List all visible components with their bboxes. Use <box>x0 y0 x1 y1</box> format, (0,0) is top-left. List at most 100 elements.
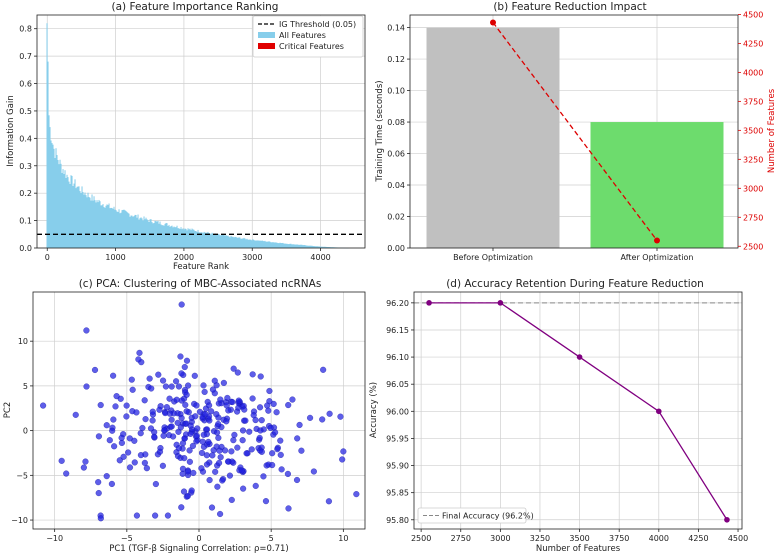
pca-point <box>181 455 188 462</box>
pca-point <box>294 435 301 442</box>
tick-label-y2-b: 2500 <box>743 242 763 251</box>
feature-bar <box>271 242 273 248</box>
feature-bar <box>233 237 235 248</box>
pca-point <box>97 515 104 522</box>
panel-feature-importance: (a) Feature Importance Ranking 0 1000 2000… <box>6 1 366 272</box>
feature-bar <box>140 217 142 248</box>
legend-final-accuracy-label: Final Accuracy (96.2%) <box>442 512 534 521</box>
feature-bar <box>105 205 107 248</box>
pca-point <box>116 457 123 464</box>
pca-point <box>260 473 267 480</box>
feature-bar <box>213 234 215 248</box>
feature-bar <box>223 234 225 248</box>
feature-bar <box>49 127 51 248</box>
pca-point <box>118 434 125 441</box>
pca-point <box>159 462 166 469</box>
pca-point <box>186 458 193 465</box>
chart-title-b: (b) Feature Reduction Impact <box>493 1 646 13</box>
feature-bar <box>287 244 289 248</box>
feature-bar <box>211 232 213 248</box>
pca-point <box>229 398 236 406</box>
feature-bar <box>236 237 238 248</box>
pca-point <box>215 434 222 441</box>
feature-bar <box>220 235 222 248</box>
bars-b <box>426 27 724 249</box>
feature-bar <box>77 186 79 248</box>
feature-bar <box>188 229 190 248</box>
pca-point <box>234 444 241 451</box>
tick-label-y2-b: 4000 <box>743 68 763 77</box>
pca-point <box>214 483 221 490</box>
feature-bar <box>65 177 67 248</box>
feature-bar <box>204 232 206 248</box>
pca-point <box>111 443 118 450</box>
feature-bar <box>53 148 55 248</box>
pca-point <box>168 416 175 423</box>
feature-bar <box>247 239 249 248</box>
pca-point <box>193 438 200 445</box>
feature-bar <box>64 170 66 248</box>
feature-bar <box>285 243 287 248</box>
accuracy-point <box>497 300 504 306</box>
feature-bar <box>128 213 130 248</box>
feature-bar <box>298 244 300 248</box>
pca-point <box>110 416 117 423</box>
pca-point <box>215 421 222 428</box>
feature-bar <box>151 222 153 248</box>
feature-bar <box>198 232 200 248</box>
feature-bar <box>313 246 315 248</box>
pca-point <box>174 419 181 426</box>
accuracy-point <box>724 516 730 523</box>
tick-label-x-a: 0 <box>45 253 50 262</box>
feature-bar <box>307 245 309 248</box>
pca-point <box>103 422 110 429</box>
pca-point <box>95 479 102 486</box>
feature-bar <box>191 228 193 248</box>
pca-point <box>155 371 162 378</box>
feature-bar <box>180 227 182 248</box>
pca-point <box>326 410 333 417</box>
pca-point <box>40 402 47 409</box>
legend-d: Final Accuracy (96.2%) <box>417 507 534 524</box>
feature-bar <box>251 240 253 248</box>
feature-bar <box>89 197 91 248</box>
tick-label-y-a: 0.2 <box>19 189 32 198</box>
pca-point <box>178 504 185 511</box>
pca-point <box>266 387 273 395</box>
pca-point <box>139 424 146 432</box>
tick-label-x-d: 4250 <box>688 534 708 543</box>
feature-bar <box>257 240 259 248</box>
accuracy-line-d <box>426 300 730 523</box>
tick-label-x-a: 2000 <box>174 253 194 262</box>
pca-point <box>200 431 207 438</box>
pca-point <box>240 485 247 492</box>
feature-bar <box>189 228 191 248</box>
pca-point <box>95 490 102 497</box>
feature-bar <box>256 240 258 248</box>
feature-bar <box>118 209 120 248</box>
pca-point <box>123 402 130 409</box>
feature-bar <box>206 232 208 248</box>
feature-bar <box>69 183 71 248</box>
feature-bar <box>268 241 270 248</box>
pca-point <box>206 402 213 409</box>
feature-bar <box>79 191 81 248</box>
pca-point <box>118 439 125 446</box>
feature-bar <box>234 236 236 248</box>
feature-bar <box>46 23 48 249</box>
pca-point <box>310 468 317 475</box>
tick-label-y-c: 10 <box>18 337 28 346</box>
x-axis-label-c: PC1 (TGF-β Signaling Correlation: ρ=0.71… <box>109 544 289 553</box>
feature-bar <box>55 148 57 248</box>
feature-bar <box>115 210 117 248</box>
feature-bar <box>75 188 77 248</box>
feature-bar <box>186 230 188 248</box>
feature-bar <box>208 233 210 248</box>
feature-bar <box>280 243 282 248</box>
feature-bar <box>132 216 134 248</box>
pca-point <box>129 386 136 393</box>
tick-label-y2-b: 3250 <box>743 155 763 164</box>
pca-point <box>168 383 175 390</box>
feature-bar <box>291 244 293 248</box>
pca-point <box>274 446 281 453</box>
